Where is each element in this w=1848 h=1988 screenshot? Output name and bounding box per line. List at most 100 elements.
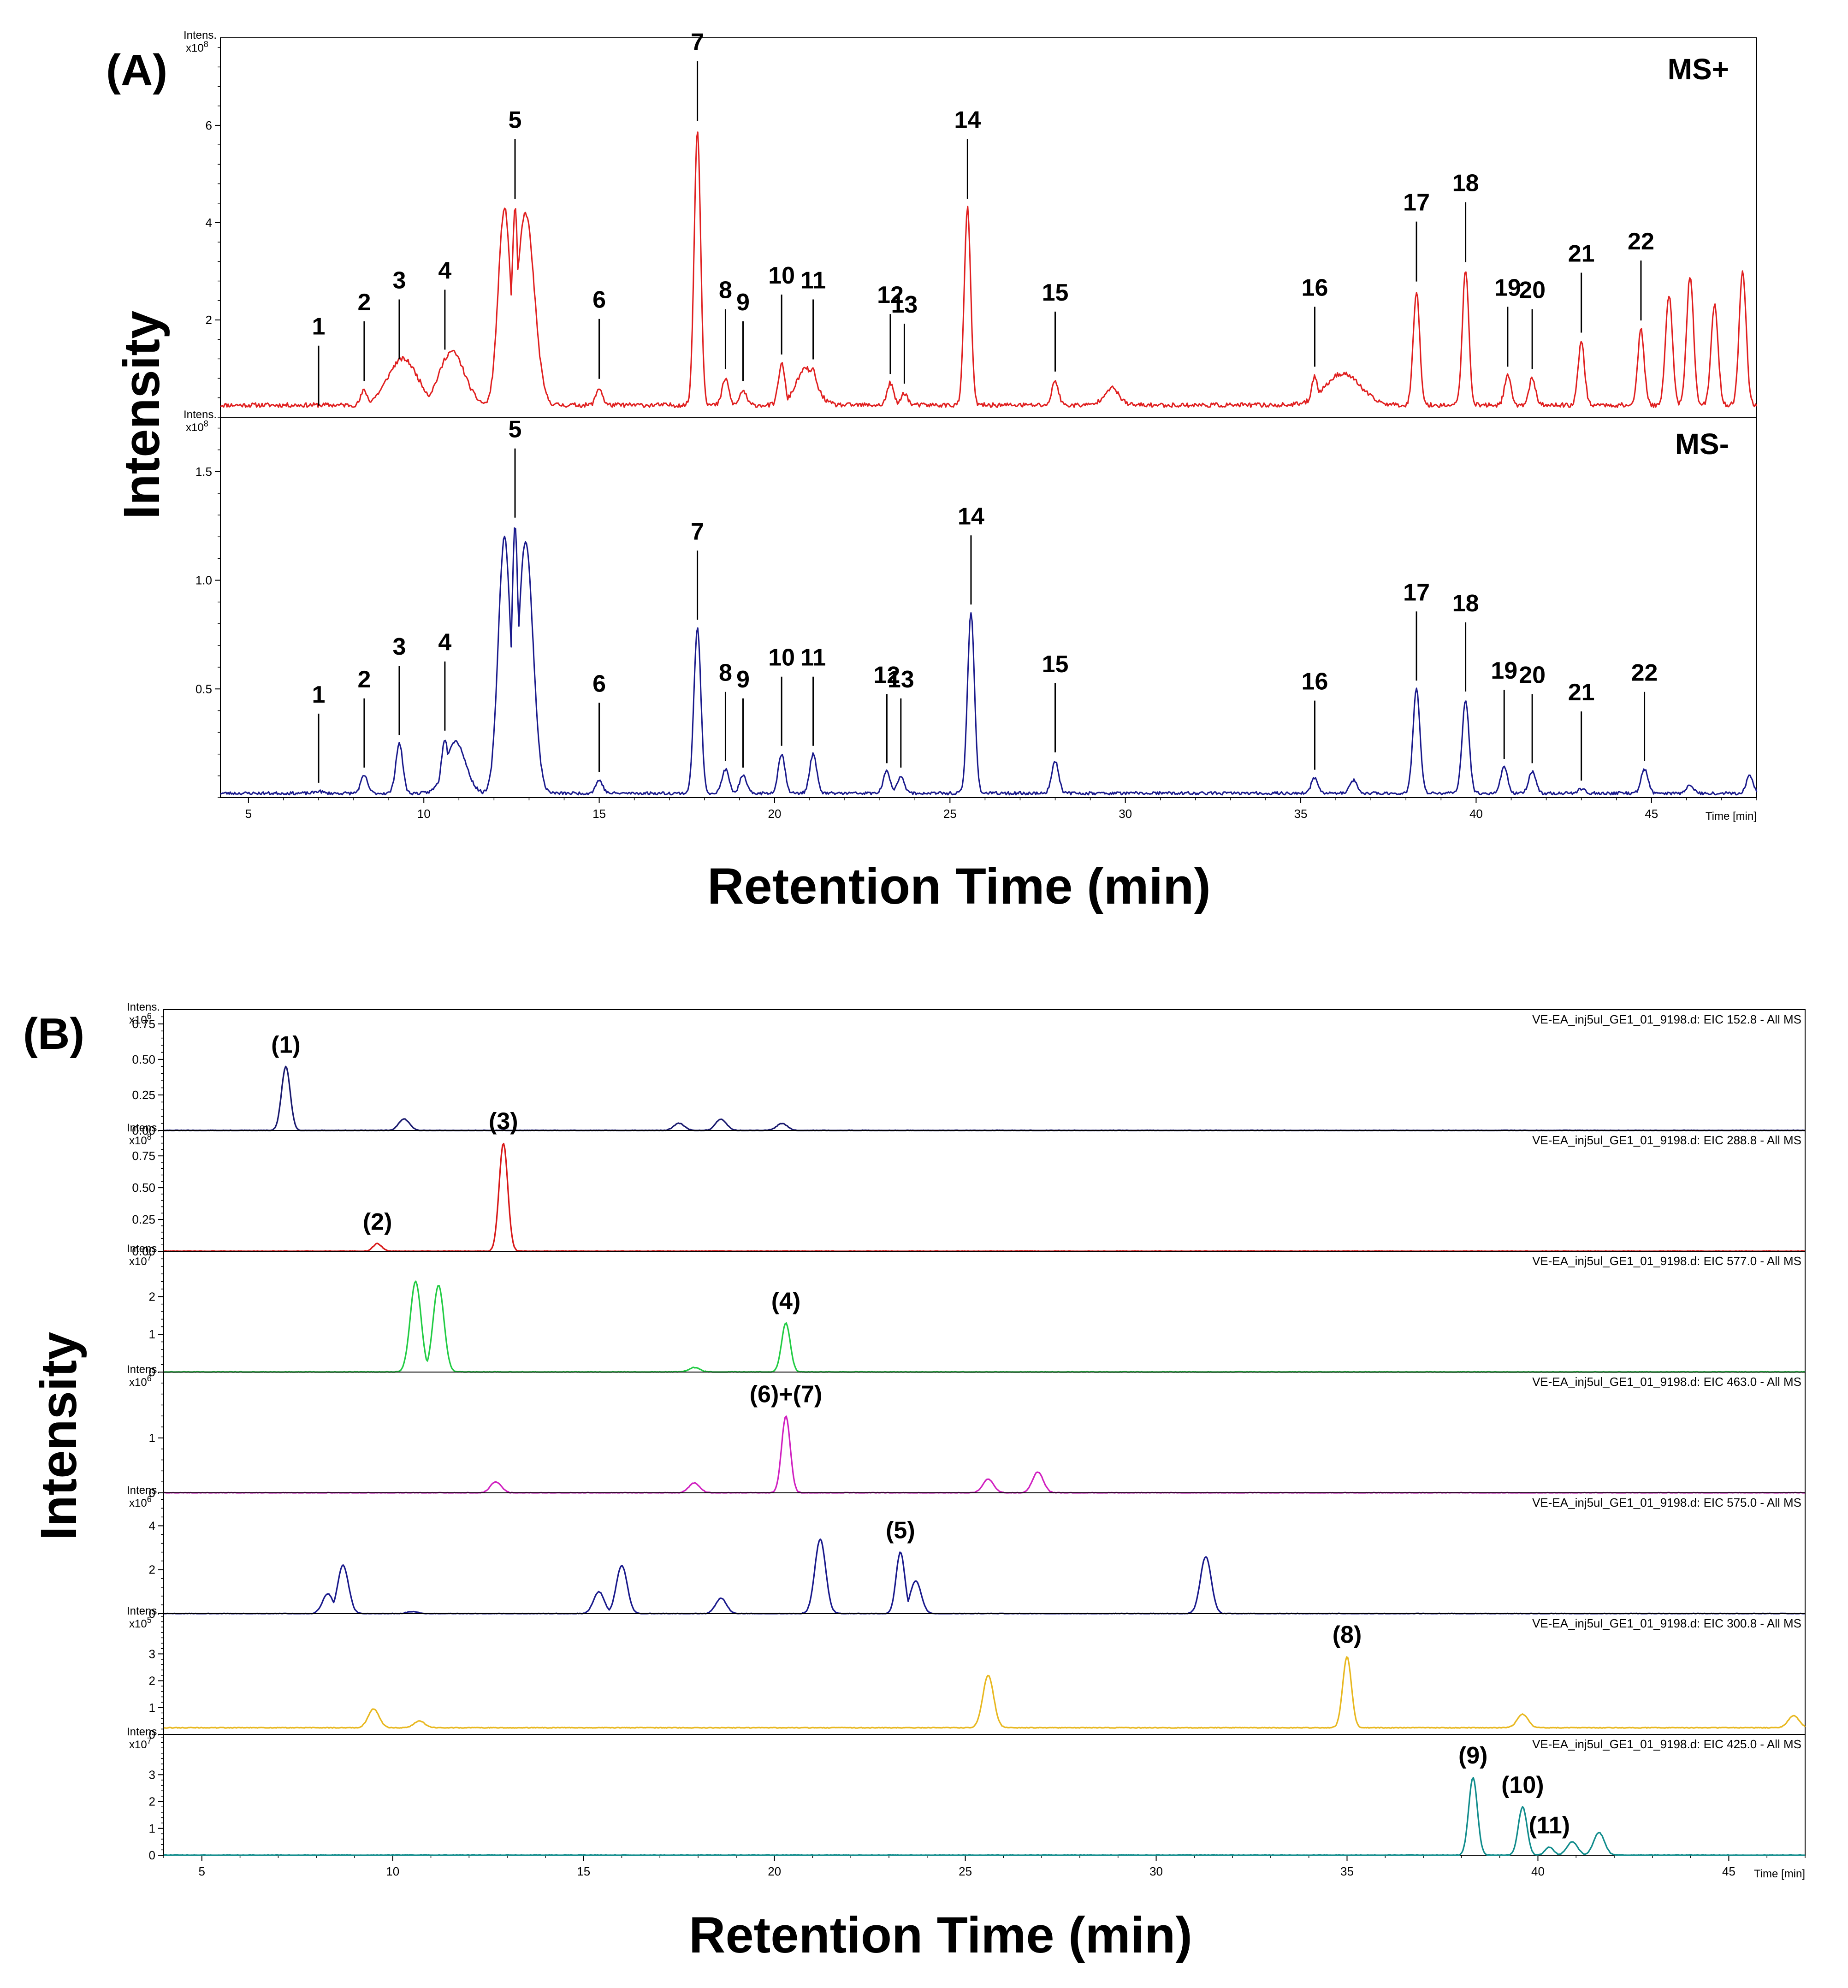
peak-label: 8 xyxy=(719,660,732,686)
plot-frame xyxy=(163,1613,1806,1735)
y-unit-label: Intens. xyxy=(127,1242,160,1255)
x-tick-label: 15 xyxy=(577,1864,590,1878)
y-tick-label: 0.5 xyxy=(195,682,212,696)
y-tick-label: 0.25 xyxy=(132,1213,155,1226)
peak-label: 12 xyxy=(877,282,904,308)
ms-negative-plot: 0.51.01.55 10 15 20 25 30 35 40 45Intens.x108MS-… xyxy=(184,408,1758,821)
x-tick-label: 10 xyxy=(386,1864,399,1878)
peak-label: 8 xyxy=(719,277,732,304)
eic-trace xyxy=(164,1280,1806,1373)
peak-label: 10 xyxy=(768,645,795,671)
peak-label: 1 xyxy=(312,681,326,708)
trace-title: VE-EA_inj5ul_GE1_01_9198.d: EIC 300.8 - … xyxy=(1532,1616,1801,1630)
y-exponent-label: x105 xyxy=(129,1615,152,1630)
x-tick-label: 5 xyxy=(245,807,252,821)
y-exponent-label: x108 xyxy=(186,40,208,54)
panel-b-x-unit-label: Time [min] xyxy=(1754,1868,1805,1880)
y-tick-label: 0.50 xyxy=(132,1053,155,1066)
peak-label: 5 xyxy=(509,106,522,133)
trace-title: VE-EA_inj5ul_GE1_01_9198.d: EIC 575.0 - … xyxy=(1532,1496,1801,1509)
y-tick-label: 4 xyxy=(206,216,212,230)
y-exponent-label: x107 xyxy=(129,1736,152,1751)
x-tick-label: 30 xyxy=(1119,807,1132,821)
panel-b: (B) Intensity Retention Time (min) Time … xyxy=(23,1001,1806,1964)
y-exponent-label: x108 xyxy=(129,1132,152,1147)
panel-b-y-axis-title: Intensity xyxy=(30,1332,87,1540)
peak-label: (6)+(7) xyxy=(750,1381,822,1408)
peak-label: (4) xyxy=(771,1288,801,1315)
mode-label: MS+ xyxy=(1668,53,1729,86)
peak-label: 20 xyxy=(1519,277,1546,304)
y-tick-label: 0.00 xyxy=(132,1244,155,1258)
peak-label: 11 xyxy=(800,267,826,294)
peak-label: (2) xyxy=(363,1208,392,1235)
y-tick-label: 0 xyxy=(149,1365,155,1379)
y-tick-label: 6 xyxy=(206,118,212,132)
peak-label: 13 xyxy=(888,666,914,693)
y-tick-label: 3 xyxy=(149,1647,155,1661)
peak-label: 14 xyxy=(954,106,981,133)
x-tick-label: 25 xyxy=(959,1864,972,1878)
eic-trace xyxy=(164,1656,1806,1729)
peak-label: (5) xyxy=(886,1517,915,1544)
trace-title: VE-EA_inj5ul_GE1_01_9198.d: EIC 577.0 - … xyxy=(1532,1254,1801,1268)
y-tick-label: 4 xyxy=(149,1519,155,1532)
x-tick-label: 25 xyxy=(943,807,957,821)
plot-frame xyxy=(163,1009,1806,1131)
peak-label: 12 xyxy=(873,662,900,688)
peak-label: 3 xyxy=(393,633,406,660)
peak-label: 16 xyxy=(1302,274,1328,301)
eic-trace xyxy=(163,1777,1805,1856)
peak-label: 17 xyxy=(1403,189,1430,216)
panel-a-x-axis-title: Retention Time (min) xyxy=(707,858,1211,915)
y-unit-label: Intens. xyxy=(184,408,217,421)
peak-label: 18 xyxy=(1452,590,1479,617)
trace-title: VE-EA_inj5ul_GE1_01_9198.d: EIC 463.0 - … xyxy=(1532,1375,1801,1389)
mode-label: MS- xyxy=(1675,427,1729,461)
x-tick-label: 20 xyxy=(768,807,781,821)
y-tick-label: 0.75 xyxy=(132,1149,155,1163)
y-tick-label: 3 xyxy=(149,1768,155,1781)
y-tick-label: 0.50 xyxy=(132,1181,155,1195)
peak-label: 21 xyxy=(1568,679,1595,706)
peak-label: 6 xyxy=(592,287,606,314)
y-unit-label: Intens. xyxy=(184,29,217,41)
peak-label: (11) xyxy=(1528,1812,1570,1839)
eic-trace xyxy=(164,1065,1805,1131)
y-unit-label: Intens. xyxy=(127,1122,160,1134)
peak-label: 22 xyxy=(1631,660,1658,686)
y-tick-label: 1 xyxy=(149,1327,155,1341)
peak-label: 2 xyxy=(357,289,371,316)
panel-a-x-unit-label: Time [min] xyxy=(1706,810,1757,822)
peak-label: 7 xyxy=(691,518,704,545)
y-unit-label: Intens. xyxy=(127,1363,160,1376)
trace-title: VE-EA_inj5ul_GE1_01_9198.d: EIC 288.8 - … xyxy=(1532,1133,1801,1147)
x-tick-label: 35 xyxy=(1294,807,1308,821)
plot-frame xyxy=(220,417,1757,798)
y-unit-label: Intens. xyxy=(127,1001,160,1013)
y-tick-label: 2 xyxy=(149,1795,155,1809)
peak-label: 1 xyxy=(312,314,326,340)
panel-a: (A) Intensity Retention Time (min) Time … xyxy=(106,29,1758,915)
peak-label: 14 xyxy=(958,503,984,530)
eic-trace xyxy=(163,1415,1805,1494)
y-tick-label: 2 xyxy=(149,1290,155,1303)
x-tick-label: 20 xyxy=(768,1864,781,1878)
y-exponent-label: x106 xyxy=(129,1374,152,1389)
y-tick-label: 0.25 xyxy=(132,1088,155,1102)
peak-label: 15 xyxy=(1042,651,1069,678)
y-tick-label: 2 xyxy=(206,313,212,327)
x-tick-label: 35 xyxy=(1340,1864,1354,1878)
panel-b-label: (B) xyxy=(23,1009,84,1059)
peak-label: (1) xyxy=(271,1031,301,1058)
x-tick-label: 40 xyxy=(1469,807,1483,821)
y-tick-label: 1 xyxy=(149,1431,155,1445)
peak-label: 15 xyxy=(1042,279,1069,306)
x-tick-label: 30 xyxy=(1149,1864,1163,1878)
